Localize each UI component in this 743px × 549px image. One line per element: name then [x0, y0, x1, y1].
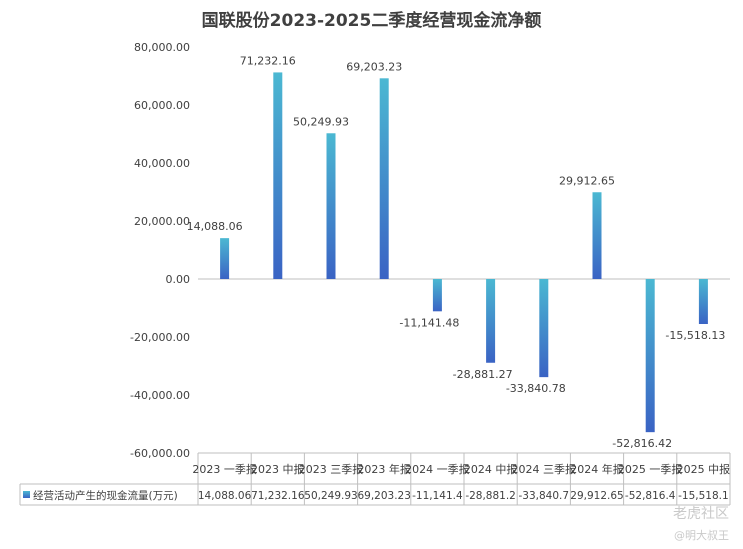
data-label: -52,816.42 [612, 437, 672, 450]
data-label: 14,088.06 [187, 220, 243, 233]
category-label: 2024 一季报 [405, 462, 470, 476]
data-label: -15,518.13 [665, 329, 725, 342]
bars [220, 72, 708, 433]
category-label: 2025 一季报 [618, 462, 683, 476]
y-tick-label: -60,000.00 [130, 447, 190, 460]
table-value: -52,816.4 [625, 490, 676, 502]
category-label: 2023 年报 [357, 462, 411, 476]
bar [698, 279, 708, 325]
table-value: 71,232.16 [251, 490, 305, 502]
chart-title: 国联股份2023-2025二季度经营现金流净额 [201, 11, 542, 31]
y-tick-label: -40,000.00 [130, 389, 190, 402]
table-value: 50,249.93 [304, 490, 357, 502]
category-label: 2023 中报 [251, 462, 305, 476]
category-label: 2023 一季报 [192, 462, 257, 476]
category-label: 2023 三季报 [299, 462, 364, 476]
table-value: -33,840.7 [519, 490, 570, 502]
table-value: 69,203.23 [357, 490, 410, 502]
category-label: 2024 中报 [464, 462, 518, 476]
y-axis-ticks: 80,000.00 60,000.00 40,000.00 20,000.00 0.00… [130, 41, 190, 460]
bar [379, 78, 389, 279]
bar [592, 192, 602, 279]
y-tick-label: 40,000.00 [134, 157, 190, 170]
table-value: -15,518.1 [678, 490, 729, 502]
y-tick-label: 60,000.00 [134, 99, 190, 112]
legend-key [23, 491, 30, 498]
y-tick-label: 80,000.00 [134, 41, 190, 54]
table-value: 29,912.65 [570, 490, 623, 502]
data-labels: 14,088.06 71,232.16 50,249.93 69,203.23 -11,… [187, 54, 726, 450]
y-tick-label: -20,000.00 [130, 331, 190, 344]
data-label: -28,881.27 [453, 368, 513, 381]
data-label: 29,912.65 [559, 174, 615, 187]
bar [486, 279, 496, 363]
y-tick-label: 20,000.00 [134, 215, 190, 228]
watermark-author: @明大叔王 [674, 529, 729, 542]
category-label: 2024 年报 [570, 462, 624, 476]
table-value: -28,881.2 [465, 490, 516, 502]
table-value: -11,141.4 [412, 490, 463, 502]
bar [273, 72, 283, 280]
table-value: 14,088.06 [198, 490, 252, 502]
data-label: -33,840.78 [506, 382, 566, 395]
bar [326, 133, 336, 279]
data-label: 71,232.16 [240, 54, 296, 67]
bar [220, 238, 230, 279]
bar [432, 279, 442, 312]
category-label: 2025 中报 [677, 462, 731, 476]
y-tick-label: 0.00 [166, 273, 191, 286]
bar [645, 279, 655, 433]
data-label: -11,141.48 [399, 316, 459, 329]
category-label: 2024 三季报 [512, 462, 577, 476]
bar [539, 279, 549, 378]
data-label: 69,203.23 [346, 60, 402, 73]
data-label: 50,249.93 [293, 115, 349, 128]
legend-series-name: 经营活动产生的现金流量(万元) [33, 489, 178, 502]
watermark-logo: 老虎社区 [673, 506, 729, 522]
